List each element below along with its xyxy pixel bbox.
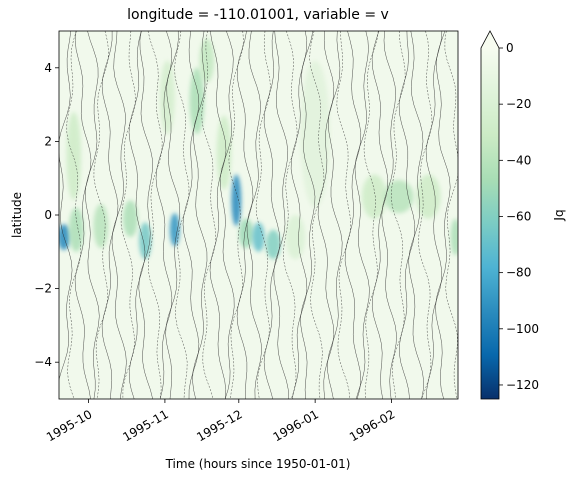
heatmap-feature bbox=[217, 116, 232, 190]
x-tick-label: 1995-12 bbox=[194, 407, 244, 444]
y-tick-label: −2 bbox=[34, 282, 52, 296]
colorbar-tick-label: −60 bbox=[506, 209, 531, 223]
heatmap-feature bbox=[451, 219, 461, 256]
heatmap-feature bbox=[252, 222, 264, 251]
y-tick-label: 0 bbox=[44, 208, 52, 222]
colorbar-extend-triangle bbox=[481, 31, 499, 48]
heatmap-feature bbox=[66, 112, 81, 200]
heatmap-feature bbox=[384, 180, 414, 213]
colorbar-ticks: 0 −20 −40 −60 −80 −100 −120 bbox=[499, 41, 539, 392]
heatmap-feature bbox=[170, 213, 180, 246]
heatmap-feature bbox=[266, 230, 281, 259]
heatmap-feature bbox=[239, 219, 254, 248]
colorbar-tick-label: −100 bbox=[506, 322, 539, 336]
x-tick-label: 1996-01 bbox=[271, 407, 321, 444]
heatmap-feature bbox=[69, 208, 84, 252]
colorbar-label: Jq bbox=[552, 209, 566, 221]
y-tick-label: 2 bbox=[44, 134, 52, 148]
plot-area bbox=[58, 31, 461, 399]
heatmap-feature bbox=[286, 215, 306, 259]
heatmap-feature bbox=[362, 175, 387, 219]
colorbar-gradient bbox=[481, 48, 499, 399]
x-axis-label: Time (hours since 1950-01-01) bbox=[165, 457, 351, 471]
colorbar-tick-label: −80 bbox=[506, 266, 531, 280]
x-axis: 1995-10 1995-11 1995-12 1996-01 1996-02 bbox=[44, 399, 397, 444]
colorbar-tick-label: −40 bbox=[506, 153, 531, 167]
x-tick-label: 1996-02 bbox=[347, 407, 397, 444]
colorbar-tick-label: −20 bbox=[506, 97, 531, 111]
y-tick-label: 4 bbox=[44, 61, 52, 75]
heatmap-background bbox=[59, 31, 458, 399]
colorbar: 0 −20 −40 −60 −80 −100 −120 Jq bbox=[481, 31, 566, 399]
heatmap-feature bbox=[123, 200, 138, 237]
heatmap-feature bbox=[139, 222, 151, 259]
chart-title: longitude = -110.01001, variable = v bbox=[127, 7, 389, 23]
y-tick-label: −4 bbox=[34, 355, 52, 369]
y-axis-label: latitude bbox=[10, 192, 24, 238]
x-tick-label: 1995-11 bbox=[120, 407, 170, 444]
y-axis: −4 −2 0 2 4 bbox=[34, 61, 59, 369]
heatmap-feature bbox=[93, 204, 108, 248]
colorbar-tick-label: 0 bbox=[506, 41, 514, 55]
x-tick-label: 1995-10 bbox=[44, 407, 94, 444]
colorbar-tick-label: −120 bbox=[506, 378, 539, 392]
heatmap-feature bbox=[231, 175, 241, 227]
